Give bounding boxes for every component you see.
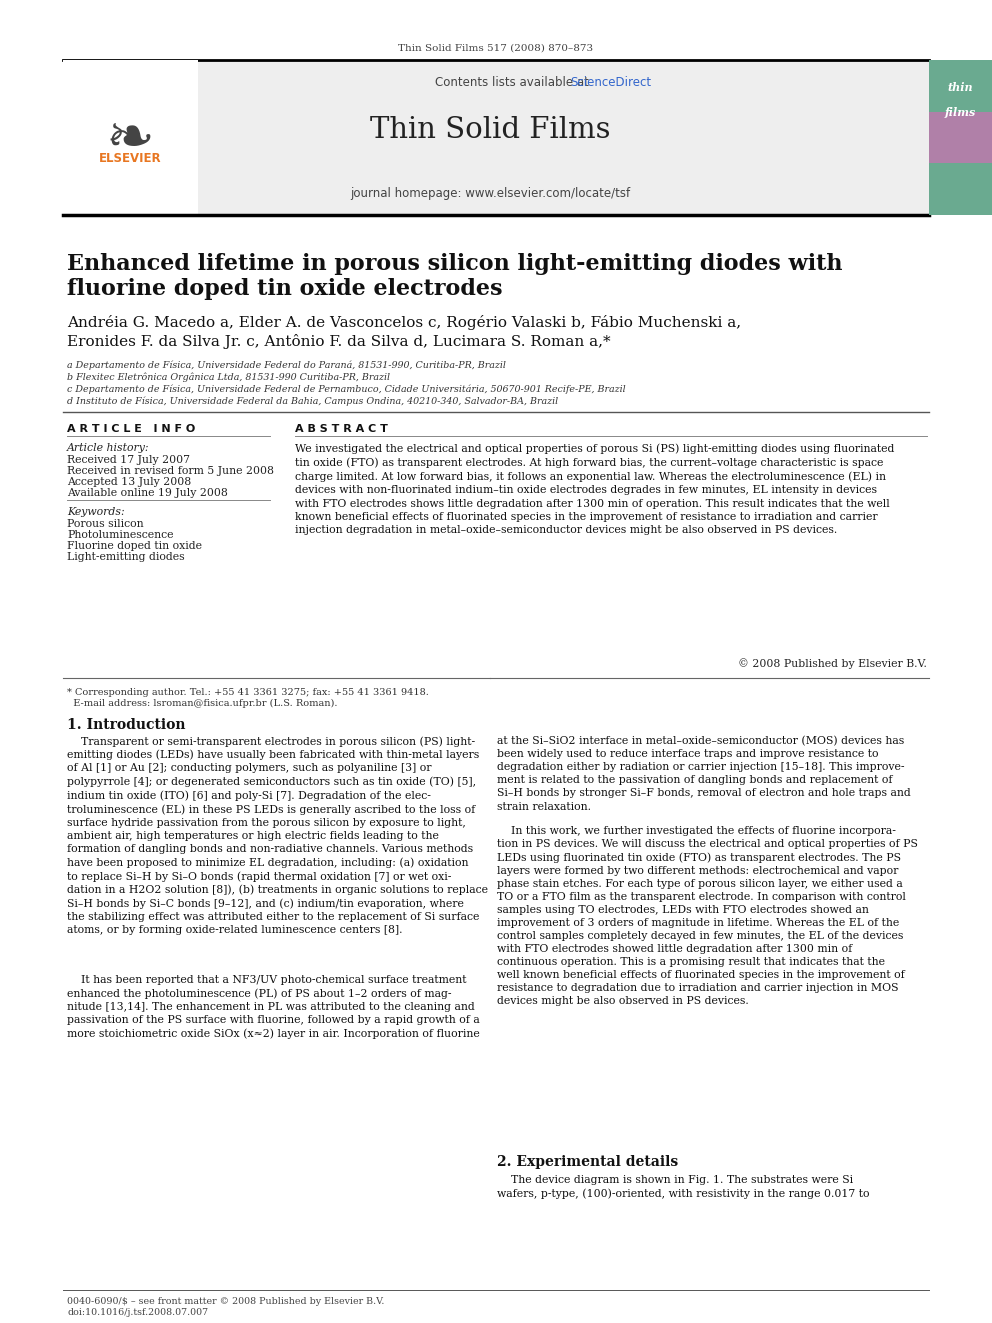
Text: ❧: ❧	[105, 111, 155, 168]
Text: Received in revised form 5 June 2008: Received in revised form 5 June 2008	[67, 466, 274, 476]
Text: Contents lists available at: Contents lists available at	[435, 75, 592, 89]
Text: Enhanced lifetime in porous silicon light-emitting diodes with: Enhanced lifetime in porous silicon ligh…	[67, 253, 842, 275]
Text: * Corresponding author. Tel.: +55 41 3361 3275; fax: +55 41 3361 9418.: * Corresponding author. Tel.: +55 41 336…	[67, 688, 429, 697]
Text: In this work, we further investigated the effects of fluorine incorpora-
tion in: In this work, we further investigated th…	[497, 826, 918, 1007]
Text: Received 17 July 2007: Received 17 July 2007	[67, 455, 190, 464]
Text: E-mail address: lsroman@fisica.ufpr.br (L.S. Roman).: E-mail address: lsroman@fisica.ufpr.br (…	[67, 699, 337, 708]
Text: The device diagram is shown in Fig. 1. The substrates were Si
wafers, p-type, (1: The device diagram is shown in Fig. 1. T…	[497, 1175, 870, 1199]
Bar	[929, 60, 992, 111]
Text: Transparent or semi-transparent electrodes in porous silicon (PS) light-
emittin: Transparent or semi-transparent electrod…	[67, 736, 488, 935]
Bar	[63, 60, 198, 216]
Text: Fluorine doped tin oxide: Fluorine doped tin oxide	[67, 541, 202, 550]
Text: Porous silicon: Porous silicon	[67, 519, 144, 529]
Text: at the Si–SiO2 interface in metal–oxide–semiconductor (MOS) devices has
been wid: at the Si–SiO2 interface in metal–oxide–…	[497, 736, 911, 811]
Text: fluorine doped tin oxide electrodes: fluorine doped tin oxide electrodes	[67, 278, 503, 300]
Text: It has been reported that a NF3/UV photo-chemical surface treatment
enhanced the: It has been reported that a NF3/UV photo…	[67, 975, 480, 1039]
Text: thin

films: thin films	[944, 82, 975, 118]
Bar	[929, 111, 992, 163]
Bar	[63, 60, 929, 216]
Text: Andréia G. Macedo a, Elder A. de Vasconcelos c, Rogério Valaski b, Fábio Muchens: Andréia G. Macedo a, Elder A. de Vasconc…	[67, 315, 741, 329]
Text: A R T I C L E   I N F O: A R T I C L E I N F O	[67, 423, 195, 434]
Text: ScienceDirect: ScienceDirect	[570, 75, 651, 89]
Text: journal homepage: www.elsevier.com/locate/tsf: journal homepage: www.elsevier.com/locat…	[350, 187, 630, 200]
Text: Available online 19 July 2008: Available online 19 July 2008	[67, 488, 228, 497]
Text: d Instituto de Física, Universidade Federal da Bahia, Campus Ondina, 40210-340, : d Instituto de Física, Universidade Fede…	[67, 396, 558, 406]
Text: Article history:: Article history:	[67, 443, 150, 452]
Text: Photoluminescence: Photoluminescence	[67, 531, 174, 540]
Text: c Departamento de Física, Universidade Federal de Pernambuco, Cidade Universitár: c Departamento de Física, Universidade F…	[67, 384, 626, 393]
Text: Eronides F. da Silva Jr. c, Antônio F. da Silva d, Lucimara S. Roman a,*: Eronides F. da Silva Jr. c, Antônio F. d…	[67, 333, 611, 349]
Text: ELSEVIER: ELSEVIER	[98, 152, 162, 165]
Text: Accepted 13 July 2008: Accepted 13 July 2008	[67, 478, 191, 487]
Text: Thin Solid Films 517 (2008) 870–873: Thin Solid Films 517 (2008) 870–873	[399, 44, 593, 53]
Text: a Departamento de Física, Universidade Federal do Paraná, 81531-990, Curitiba-PR: a Departamento de Física, Universidade F…	[67, 360, 506, 369]
Text: 0040-6090/$ – see front matter © 2008 Published by Elsevier B.V.: 0040-6090/$ – see front matter © 2008 Pu…	[67, 1297, 384, 1306]
Text: © 2008 Published by Elsevier B.V.: © 2008 Published by Elsevier B.V.	[738, 658, 927, 669]
Bar	[929, 163, 992, 216]
Text: Thin Solid Films: Thin Solid Films	[370, 116, 610, 144]
Text: A B S T R A C T: A B S T R A C T	[295, 423, 388, 434]
Text: Light-emitting diodes: Light-emitting diodes	[67, 552, 185, 562]
Text: b Flexitec Eletrônica Orgânica Ltda, 81531-990 Curitiba-PR, Brazil: b Flexitec Eletrônica Orgânica Ltda, 815…	[67, 372, 390, 381]
Text: 1. Introduction: 1. Introduction	[67, 718, 186, 732]
Text: Keywords:: Keywords:	[67, 507, 125, 517]
Text: We investigated the electrical and optical properties of porous Si (PS) light-em: We investigated the electrical and optic…	[295, 443, 895, 536]
Text: 2. Experimental details: 2. Experimental details	[497, 1155, 679, 1170]
Text: doi:10.1016/j.tsf.2008.07.007: doi:10.1016/j.tsf.2008.07.007	[67, 1308, 208, 1316]
